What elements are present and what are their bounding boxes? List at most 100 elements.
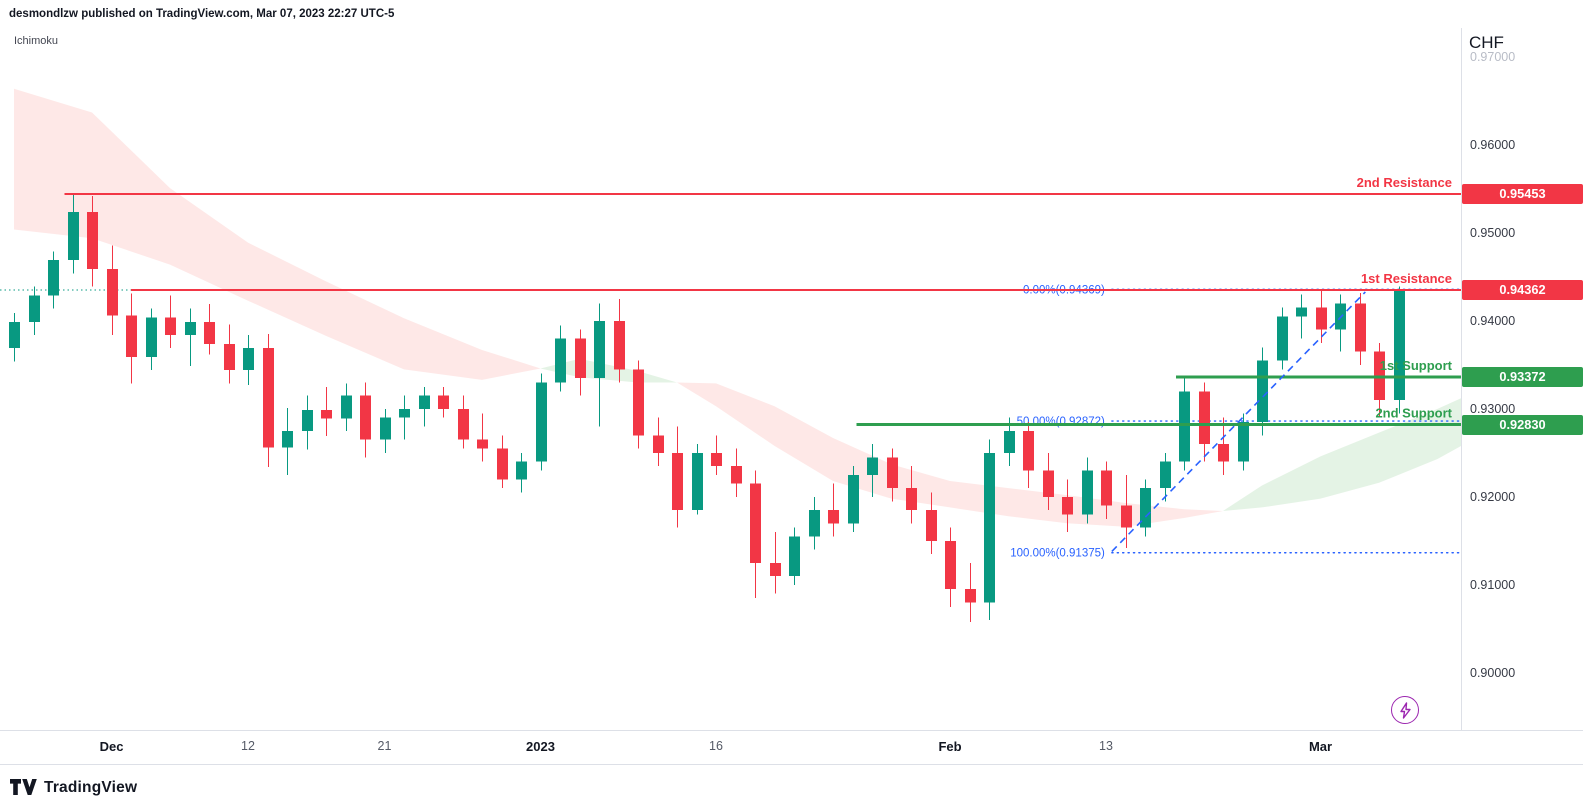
y-axis-label: 0.94000 [1470, 313, 1516, 328]
candle-body [1218, 444, 1229, 462]
candle-body [1023, 430, 1034, 471]
candle-body [692, 452, 703, 511]
time-axis[interactable]: Dec 12 21 2023 16 Feb 13 Mar [0, 730, 1583, 764]
candle-body [263, 348, 274, 448]
candle-body [672, 452, 683, 511]
tradingview-logo[interactable]: TradingView [10, 779, 137, 797]
publish-header: desmondlzw published on TradingView.com,… [0, 0, 1583, 28]
candle-body [107, 269, 118, 316]
publish-line: desmondlzw published on TradingView.com,… [9, 8, 395, 20]
candle-body [1082, 470, 1093, 515]
candle-body [1277, 316, 1288, 361]
candle-body [204, 321, 215, 344]
candle-body [399, 408, 410, 418]
candle-body [1316, 307, 1327, 330]
candle-body [302, 409, 313, 431]
candle-body [653, 435, 664, 453]
candle-body [360, 395, 371, 440]
candle-body [497, 448, 508, 480]
candle-body [1257, 360, 1268, 423]
candle-body [477, 439, 488, 449]
level-label: 1st Resistance [1361, 271, 1452, 286]
candle-body [633, 369, 644, 436]
x-axis-label: Mar [1308, 739, 1333, 754]
candle-body [458, 408, 469, 440]
trendline[interactable] [1111, 291, 1366, 552]
x-axis-label: Feb [938, 739, 962, 754]
tradingview-logo-text: TradingView [44, 778, 138, 796]
flash-icon[interactable] [1391, 696, 1419, 724]
candle-body [536, 382, 547, 462]
x-axis-label: 16 [709, 739, 723, 753]
candle-body [984, 452, 995, 603]
candle-body [321, 409, 332, 419]
candle-body [731, 466, 742, 484]
candle-body [1062, 496, 1073, 515]
candle-body [789, 536, 800, 577]
x-axis-label: Dec [99, 739, 124, 754]
footer: TradingView [0, 764, 1583, 810]
candle-body [282, 430, 293, 448]
candle-body [146, 317, 157, 358]
candle-body [1043, 470, 1054, 497]
candle-body [906, 488, 917, 511]
tradingview-logo-icon [10, 779, 37, 795]
symbol-label: CHF [1469, 33, 1504, 52]
candle-body [1004, 430, 1015, 453]
x-axis-label: 13 [1099, 739, 1113, 753]
level-label: 2nd Support [1375, 406, 1452, 421]
candle-body [1238, 422, 1249, 462]
candle-body [945, 540, 956, 590]
price-badge: 0.92830 [1462, 414, 1583, 435]
candle-body [555, 338, 566, 383]
candle-body [341, 395, 352, 419]
candle-body [594, 320, 605, 379]
x-axis-label: 2023 [526, 739, 555, 754]
candle-body [380, 417, 391, 440]
y-axis-label: 0.96000 [1470, 137, 1516, 152]
price-axis[interactable]: CHF 0.97000 0.96000 0.95000 0.94000 0.93000 0… [1461, 28, 1583, 730]
candle-body [750, 483, 761, 563]
chart-area: 0.00%(0.94369) 50.00%(0.92872) 100.00%(0.9… [0, 28, 1583, 730]
y-axis-label: 0.91000 [1470, 577, 1516, 592]
ichimoku-cloud [14, 88, 1461, 527]
price-badge: 0.95453 [1462, 183, 1583, 204]
candle-body [575, 338, 586, 379]
candle-body [711, 452, 722, 467]
y-axis-label: 0.97000 [1470, 49, 1516, 64]
candle-body [965, 589, 976, 603]
lightning-bolt-icon [1399, 701, 1411, 719]
candle-body [48, 260, 59, 296]
x-axis-label: 12 [241, 739, 255, 753]
candle-body [9, 321, 20, 349]
candle-body [867, 457, 878, 475]
candle-body [29, 295, 40, 322]
candle-body [1121, 505, 1132, 528]
level-label: 2nd Resistance [1357, 175, 1452, 190]
price-badge: 0.94362 [1462, 279, 1583, 300]
candle-body [828, 510, 839, 524]
candle-body [419, 395, 430, 409]
chart-canvas[interactable]: 0.00%(0.94369) 50.00%(0.92872) 100.00%(0.9… [0, 28, 1461, 730]
fib-label: 100.00%(0.91375) [1010, 548, 1105, 560]
candle-body [516, 461, 527, 480]
y-axis-label: 0.92000 [1470, 489, 1516, 504]
candle-body [1140, 488, 1151, 528]
candle-body [1160, 461, 1171, 489]
candle-body [848, 474, 859, 524]
candle-body [1101, 470, 1112, 506]
indicator-label: Ichimoku [14, 35, 59, 47]
candle-body [1394, 290, 1405, 401]
y-axis-label: 0.93000 [1470, 401, 1516, 416]
price-badge: 0.93372 [1462, 367, 1583, 388]
support-resistance-lines[interactable]: 2nd Resistance 1st Resistance 1st Support 2… [64, 175, 1461, 427]
candle-body [1296, 307, 1307, 317]
candle-body [809, 510, 820, 537]
candle-body [1179, 391, 1190, 462]
candle-body [224, 343, 235, 371]
candle-body [68, 211, 79, 261]
price-chart: 0.00%(0.94369)50.00%(0.92872)100.00%(0.9… [0, 88, 1461, 622]
candle-body [87, 211, 98, 270]
candle-body [185, 321, 196, 336]
